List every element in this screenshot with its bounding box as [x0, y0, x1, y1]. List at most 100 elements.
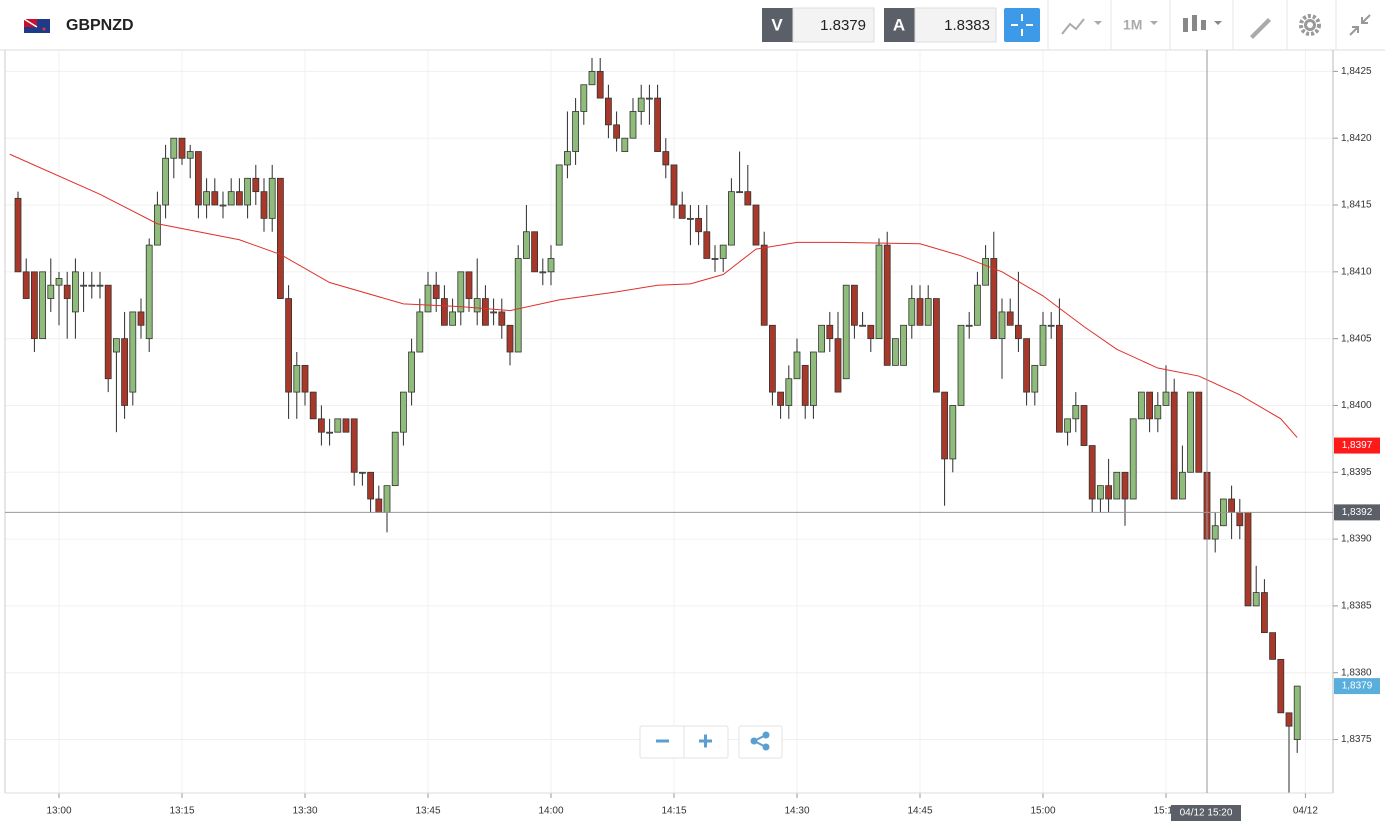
x-tick-label: 15:15 — [1153, 806, 1178, 817]
candle-body — [965, 324, 973, 327]
candle-body — [317, 418, 325, 433]
candle-body — [1015, 324, 1022, 340]
candle-body — [186, 151, 194, 159]
price-label-box — [1334, 678, 1380, 695]
crosshair-button[interactable] — [1004, 8, 1040, 42]
settings-button[interactable] — [1299, 14, 1321, 36]
candle-body — [834, 338, 842, 393]
candle-body — [203, 191, 211, 206]
ask-label-box[interactable] — [884, 8, 915, 42]
candle-body — [678, 204, 686, 219]
zoom-in[interactable] — [699, 734, 712, 748]
collapse-button[interactable] — [1349, 14, 1371, 36]
candle-body — [1121, 471, 1129, 500]
candle-body — [113, 338, 120, 353]
candle-body — [260, 191, 268, 219]
candle-body — [933, 298, 940, 393]
candle-body — [1047, 324, 1055, 327]
y-tick-label: 1,8415 — [1341, 200, 1372, 211]
draw-button[interactable] — [1250, 18, 1271, 39]
candle-body — [375, 498, 383, 513]
candle-body — [235, 191, 243, 206]
candle-body — [572, 111, 579, 152]
candle-body — [465, 271, 473, 299]
candle-body — [408, 351, 416, 393]
x-tick-label: 14:15 — [661, 806, 686, 817]
candle-body — [72, 271, 79, 313]
x-tick-label: 14:45 — [907, 806, 932, 817]
candle-body — [1146, 391, 1153, 420]
candle-body — [1285, 712, 1293, 727]
candle-body — [80, 284, 87, 287]
candle-body — [892, 338, 899, 366]
candle-body — [785, 378, 793, 406]
plot-area — [5, 50, 1333, 793]
candle-body — [63, 284, 71, 299]
candle-body — [875, 244, 883, 340]
bid-label: V — [771, 15, 783, 34]
candle-body — [662, 151, 670, 166]
ask-price: 1.8383 — [944, 17, 990, 34]
bid-box[interactable] — [792, 7, 875, 43]
candle-body — [810, 351, 817, 406]
x-tick-label: 13:30 — [292, 806, 317, 817]
candle-body — [998, 311, 1006, 340]
x-tick-label: 14:00 — [538, 806, 563, 817]
candle-body — [523, 231, 530, 259]
candle-body — [842, 284, 850, 380]
crosshair-time-label: 04/12 15:20 — [1180, 808, 1233, 819]
candle-body — [695, 217, 702, 233]
price-label-box — [1334, 437, 1380, 454]
toolbar — [0, 0, 1385, 50]
crosshair-time-box — [1171, 805, 1241, 821]
candle-body — [194, 151, 202, 206]
candle-body — [440, 298, 448, 326]
candle-style-button[interactable] — [1183, 15, 1222, 32]
price-label: 1,8379 — [1342, 681, 1373, 692]
candle-body — [982, 258, 989, 286]
candle-body — [883, 244, 891, 366]
candle-body — [687, 217, 694, 220]
y-tick-label: 1,8410 — [1341, 266, 1372, 277]
candle-body — [162, 157, 170, 206]
timeframe[interactable]: 1M — [1123, 17, 1142, 33]
ask-box[interactable] — [914, 7, 997, 43]
candle-body — [646, 97, 653, 100]
candle-body — [145, 244, 153, 340]
candle-body — [744, 191, 752, 206]
chart-type-button[interactable] — [1061, 18, 1102, 35]
candle-body — [793, 351, 801, 380]
candle-body — [88, 284, 96, 287]
candle-body — [1113, 471, 1121, 500]
candle-body — [268, 177, 276, 219]
x-tick-label: 14:30 — [784, 806, 809, 817]
candle-body — [178, 137, 186, 159]
candle-body — [719, 244, 727, 259]
candle-body — [1211, 525, 1219, 540]
candle-body — [605, 97, 612, 126]
candle-body — [531, 231, 538, 273]
candle-body — [818, 324, 825, 353]
candle-body — [596, 70, 604, 99]
bid-label-box[interactable] — [762, 8, 793, 42]
zoom-controls — [639, 725, 783, 759]
candle-body — [1072, 405, 1080, 420]
share-button[interactable] — [738, 725, 783, 759]
candle-body — [30, 271, 38, 340]
moving-average — [9, 153, 1298, 438]
candle-body — [1162, 391, 1170, 406]
candle-body — [39, 271, 46, 340]
candle-body — [916, 298, 924, 326]
candle-body — [613, 124, 620, 139]
candle-body — [1179, 471, 1186, 500]
candle-body — [851, 284, 858, 326]
candle-body — [1228, 498, 1235, 513]
candle-body — [244, 177, 252, 206]
y-tick-label: 1,8420 — [1341, 133, 1372, 144]
candle-body — [769, 324, 776, 393]
candle-body — [588, 70, 596, 86]
candle-body — [1023, 338, 1030, 393]
ask-label: A — [893, 15, 905, 34]
candle-body — [1170, 391, 1178, 500]
